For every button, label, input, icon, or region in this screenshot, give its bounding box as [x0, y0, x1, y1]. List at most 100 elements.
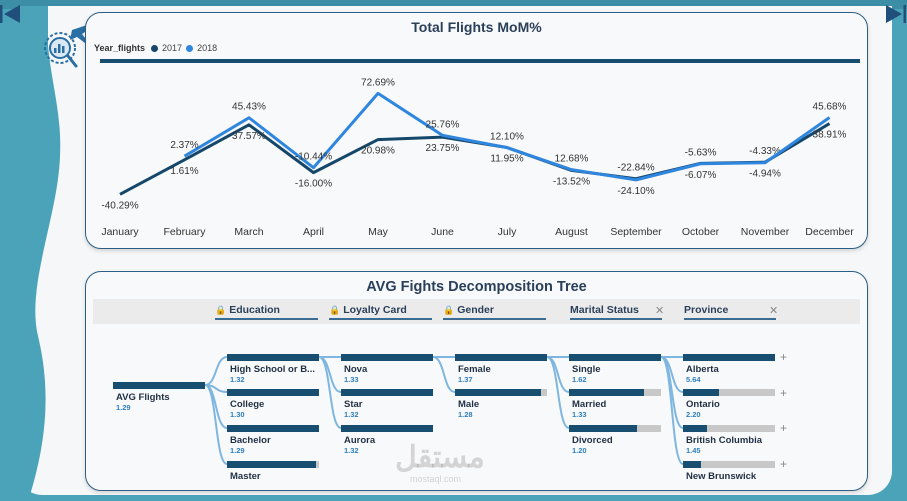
data-label: 45.68% [813, 102, 847, 113]
level-label: Marital Status [570, 304, 639, 316]
tree-link [318, 356, 342, 429]
close-icon[interactable]: ✕ [769, 305, 779, 317]
arrow-left-icon[interactable] [0, 3, 22, 25]
level-gender[interactable]: 🔒 Gender [443, 304, 546, 320]
level-underline [684, 318, 776, 320]
tree-link [660, 356, 684, 465]
legend-dot-2018 [186, 44, 194, 52]
expand-plus-icon[interactable]: + [780, 386, 788, 400]
x-tick-label: September [610, 226, 662, 238]
node-value: 1.33 [344, 375, 359, 384]
x-tick-label: March [234, 226, 263, 238]
level-marital-status[interactable]: Marital Status ✕ [570, 304, 664, 320]
data-label: 25.76% [426, 119, 460, 130]
node-bar-track [683, 389, 775, 396]
data-label: -40.29% [101, 200, 138, 211]
tree-link [204, 356, 228, 386]
node-bar [683, 354, 775, 361]
series-line-2018[interactable] [183, 91, 831, 182]
node-label: Divorced [572, 435, 613, 446]
node-label: Star [344, 399, 363, 410]
mom-chart-card: Total Flights MoM% Year_flights 2017 201… [85, 12, 868, 249]
node-bar-track [683, 461, 775, 468]
data-label: 2.37% [170, 140, 198, 151]
watermark: مستقل [395, 441, 485, 474]
x-tick-label: April [303, 226, 324, 238]
lock-icon: 🔒 [443, 305, 455, 315]
legend-label-2018[interactable]: 2018 [197, 43, 218, 53]
node-value: 1.32 [344, 410, 359, 419]
data-label: -5.63% [685, 147, 717, 158]
node-value: 1.32 [230, 375, 245, 384]
node-label: Master [230, 471, 261, 482]
data-label: -6.07% [685, 170, 717, 181]
node-bar [341, 425, 433, 432]
expand-plus-icon[interactable]: + [780, 350, 788, 364]
x-tick-label: November [741, 226, 790, 238]
level-label: Gender [457, 304, 494, 316]
data-label: -4.33% [749, 146, 781, 157]
node-label: Female [458, 364, 491, 375]
level-province[interactable]: Province ✕ [684, 304, 778, 320]
data-label: 23.75% [426, 143, 460, 154]
node-bar [569, 389, 645, 396]
data-label: 72.69% [361, 77, 395, 88]
node-label: Bachelor [230, 435, 271, 446]
node-label: Male [458, 399, 480, 410]
node-label: Single [572, 364, 601, 375]
level-underline [215, 318, 318, 320]
level-education[interactable]: 🔒 Education [215, 304, 318, 320]
node-label: Ontario [686, 399, 720, 410]
node-label: AVG Flights [116, 392, 170, 403]
tree-connectors [204, 356, 684, 465]
x-tick-label: May [368, 226, 389, 238]
tree-title: AVG Fights Decomposition Tree [366, 279, 587, 295]
node-value: 1.20 [572, 446, 587, 455]
node-value: 1.29 [116, 403, 131, 412]
node-label: College [230, 399, 265, 410]
lock-icon: 🔒 [215, 305, 227, 315]
node-label: Aurora [344, 435, 376, 446]
node-bar [227, 461, 317, 468]
node-value: 1.30 [230, 410, 245, 419]
data-label: -22.84% [617, 163, 654, 174]
node-label: New Brunswick [686, 471, 757, 482]
data-label: 11.95% [490, 154, 523, 165]
node-bar [455, 354, 547, 361]
lock-icon: 🔒 [329, 305, 341, 315]
arrow-right-icon[interactable] [884, 3, 906, 25]
level-underline [570, 318, 662, 320]
legend-label-2017[interactable]: 2017 [162, 43, 183, 53]
x-tick-label: July [498, 226, 517, 238]
series-line-2017[interactable] [119, 122, 831, 196]
node-bar [227, 354, 319, 361]
node-bar [569, 354, 661, 361]
level-label: Loyalty Card [343, 304, 407, 316]
node-value: 1.28 [458, 410, 473, 419]
level-loyalty-card[interactable]: 🔒 Loyalty Card [329, 304, 432, 320]
top-strip [0, 0, 907, 9]
data-label: -24.10% [617, 186, 654, 197]
expand-plus-icon[interactable]: + [780, 457, 788, 471]
expand-plus-icon[interactable]: + [780, 421, 788, 435]
data-label: 12.10% [490, 132, 524, 143]
legend-dot-2017 [151, 44, 159, 52]
node-bar [341, 354, 433, 361]
data-label: 1.61% [170, 166, 198, 177]
level-label: Education [229, 304, 280, 316]
legend-title: Year_flights [94, 43, 146, 53]
tree-level-header: 🔒 Education 🔒 Loyalty Card 🔒 Gender Marital… [93, 299, 860, 324]
data-label: 37.57% [232, 131, 266, 142]
node-value: 2.20 [686, 410, 701, 419]
data-label: 20.98% [361, 146, 395, 157]
data-label: 12.68% [555, 154, 589, 165]
close-icon[interactable]: ✕ [655, 305, 665, 317]
level-underline [329, 318, 432, 320]
data-label: -16.00% [295, 179, 332, 190]
mom-line-chart: January February March April May June July Augu… [100, 59, 860, 238]
x-tick-label: June [431, 226, 454, 238]
node-bar-track [683, 425, 775, 432]
node-value: 1.33 [572, 410, 587, 419]
node-bar [569, 425, 638, 432]
tree-link [432, 356, 456, 393]
